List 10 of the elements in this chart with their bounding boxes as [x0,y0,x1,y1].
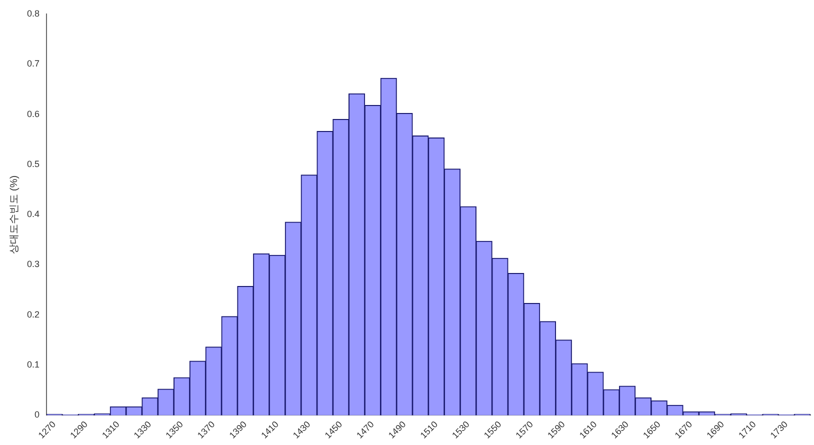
y-tick-label: 0.2 [26,309,40,320]
y-tick-label: 0.1 [26,360,40,370]
y-tick-label: 0.3 [26,259,40,270]
y-tick-label: 0.6 [26,108,40,119]
y-tick-label: 0.7 [26,58,40,69]
y-axis-title: 상대도수빈도 (%) [8,175,20,254]
y-tick-label: 0 [34,410,40,420]
y-tick-label: 0.4 [26,209,40,220]
y-tick-label: 0.8 [26,8,40,18]
y-tick-label: 0.5 [26,158,40,169]
